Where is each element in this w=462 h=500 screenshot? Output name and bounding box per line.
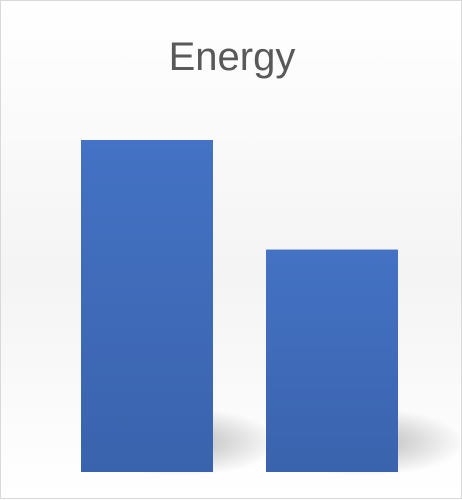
bars-group [81, 140, 398, 472]
bar-1 [81, 140, 213, 472]
chart-title: Energy [168, 35, 296, 79]
bar-2 [266, 249, 398, 472]
